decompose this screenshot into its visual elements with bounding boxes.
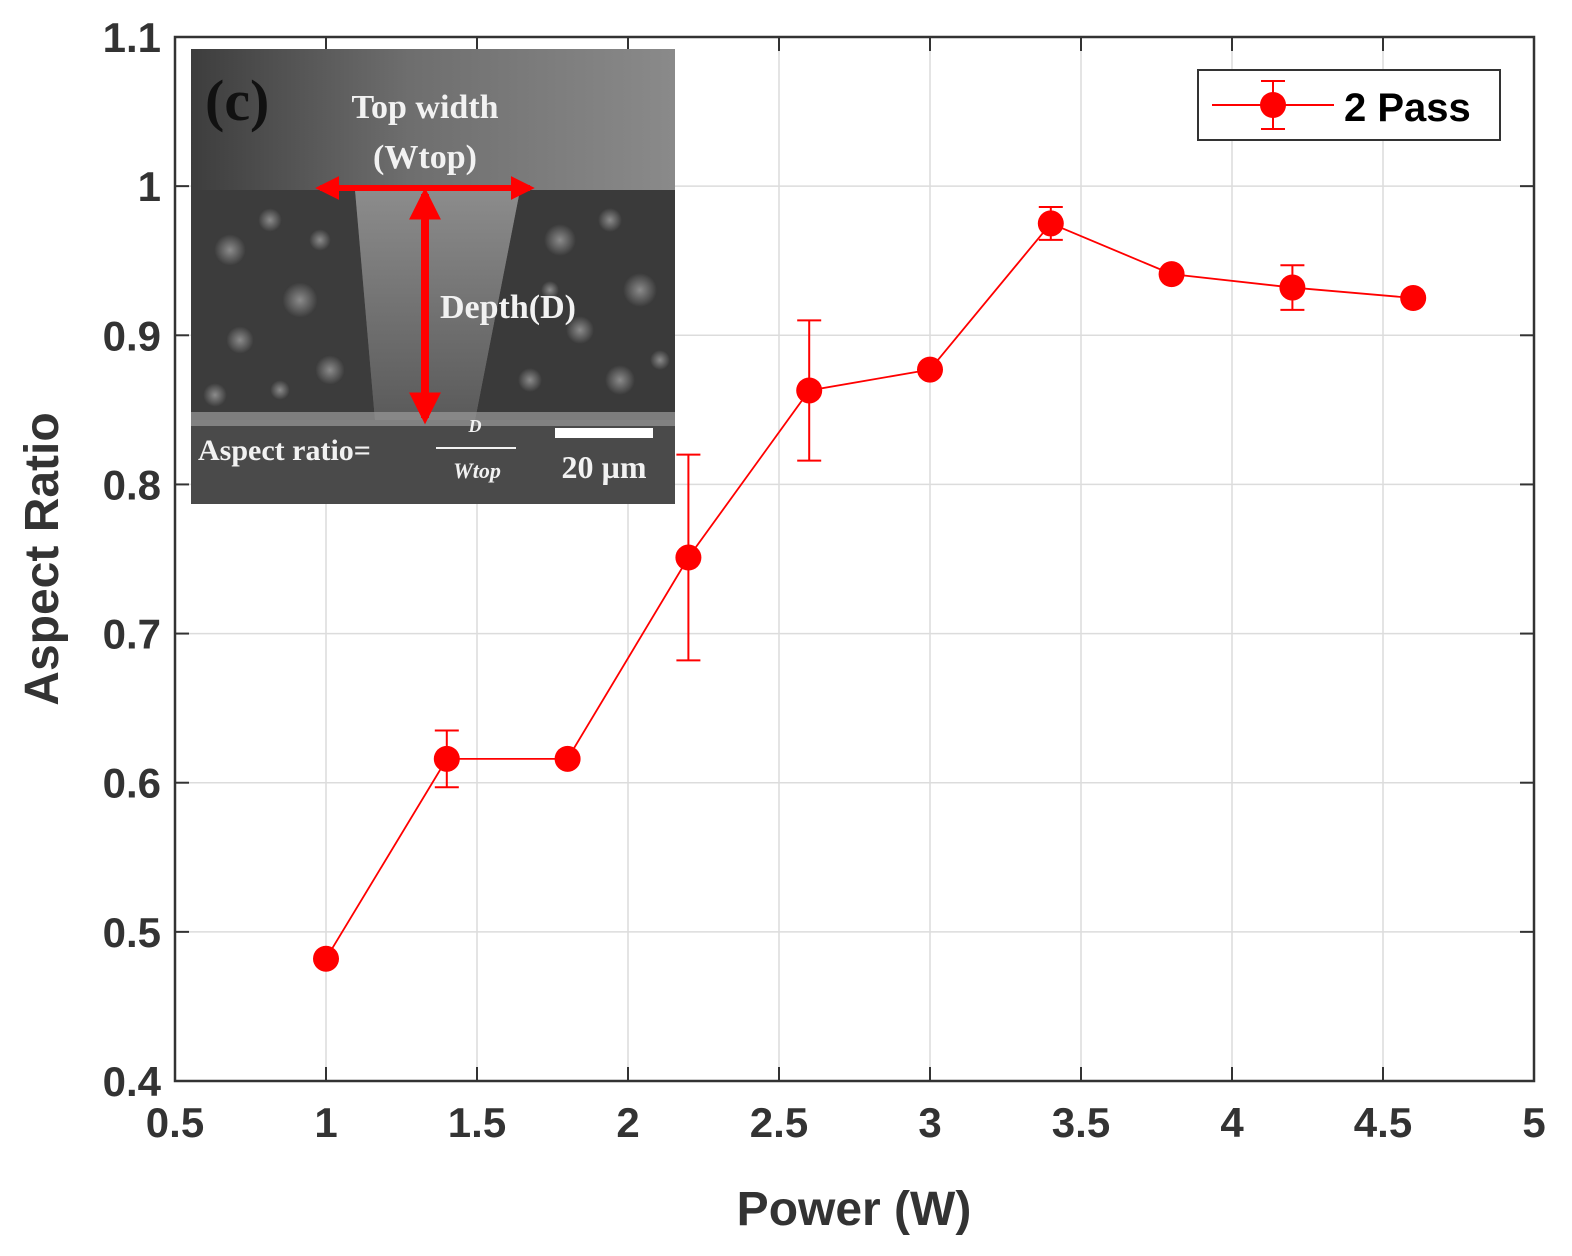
series-line — [325, 222, 1414, 960]
x-tick-label: 4 — [1220, 1099, 1244, 1146]
depth-label: Depth(D) — [440, 289, 576, 326]
panel-label: (c) — [205, 68, 269, 133]
data-point — [554, 745, 581, 772]
fraction-numerator: D — [468, 416, 482, 436]
data-point — [1279, 274, 1306, 301]
plot-frame — [173, 35, 1536, 1083]
inset-grains — [203, 208, 670, 407]
legend-marker — [1260, 92, 1286, 118]
data-point — [796, 377, 823, 404]
fraction-denominator: Wtop — [453, 458, 501, 483]
inset-floor-edge — [191, 412, 675, 426]
x-axis-title: Power (W) — [737, 1183, 972, 1236]
data-point — [675, 544, 702, 571]
y-tick-label: 1 — [138, 163, 161, 210]
x-tick-label: 1 — [314, 1099, 337, 1146]
y-tick-label: 1.1 — [103, 14, 161, 61]
inset-right-wall — [475, 190, 675, 420]
sem-inset-image: (c) Top width (Wtop) Depth(D) Aspect rat… — [191, 49, 675, 504]
x-tick-label: 2 — [616, 1099, 639, 1146]
scale-bar-label: 20 µm — [561, 449, 646, 485]
x-tick-label: 3 — [918, 1099, 941, 1146]
y-axis-title: Aspect Ratio — [16, 412, 69, 705]
data-point — [1400, 285, 1427, 311]
x-tick-label: 5 — [1522, 1099, 1545, 1146]
x-tick-label: 0.5 — [146, 1099, 204, 1146]
x-tick-label: 2.5 — [750, 1099, 808, 1146]
x-tick-label: 4.5 — [1354, 1099, 1412, 1146]
top-width-label: Top width — [351, 89, 498, 126]
y-tick-label: 0.5 — [103, 909, 161, 956]
aspect-ratio-label: Aspect ratio= — [198, 434, 371, 467]
y-tick-label: 0.7 — [103, 611, 161, 658]
x-tick-label: 1.5 — [448, 1099, 506, 1146]
y-tick-label: 0.9 — [103, 312, 161, 359]
y-tick-label: 0.8 — [103, 461, 161, 508]
data-point — [1158, 261, 1185, 288]
top-width-symbol: (Wtop) — [373, 139, 477, 176]
data-point — [433, 745, 460, 772]
data-point — [917, 356, 943, 383]
y-tick-label: 0.6 — [103, 760, 161, 807]
x-tick-label: 3.5 — [1052, 1099, 1110, 1146]
y-tick-labels: 0.4 0.5 0.6 0.7 0.8 0.9 1 1.1 — [103, 14, 162, 1105]
data-point — [313, 945, 339, 972]
series-layer — [313, 206, 1427, 972]
y-tick-label: 0.4 — [103, 1058, 162, 1105]
x-tick-labels: 0.5 1 1.5 2 2.5 3 3.5 4 4.5 5 — [146, 1099, 1546, 1146]
scale-bar — [555, 428, 653, 438]
legend-label: 2 Pass — [1344, 86, 1471, 130]
data-point — [1037, 210, 1064, 237]
legend: 2 Pass — [1197, 69, 1501, 141]
